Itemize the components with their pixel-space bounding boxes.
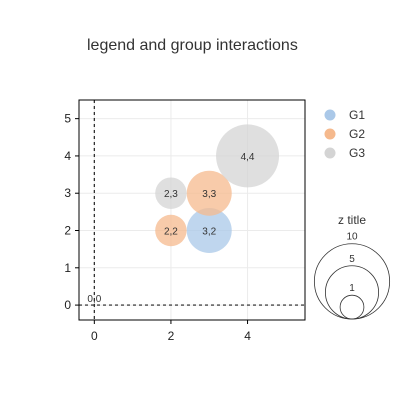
- legend-marker: [324, 109, 336, 121]
- y-tick-label: 4: [64, 149, 71, 163]
- bubble: [186, 170, 232, 216]
- legend-label: G1: [349, 108, 365, 122]
- size-legend-label: 5: [349, 254, 355, 265]
- legend-marker: [324, 147, 336, 159]
- axis-ticks: 0 2 4 0 1 2 3 4 5: [64, 112, 251, 343]
- legend-marker: [324, 128, 336, 140]
- x-tick-label: 4: [244, 329, 251, 343]
- legend-label: G2: [349, 127, 365, 141]
- y-tick-label: 2: [64, 224, 71, 238]
- chart-title: legend and group interactions: [87, 37, 298, 54]
- y-tick-label: 0: [64, 298, 71, 312]
- bubble: [216, 124, 280, 188]
- bubble: [186, 208, 232, 254]
- bubbles: 3,22,23,32,34,40,0: [87, 124, 280, 305]
- legend-label: G3: [349, 146, 365, 160]
- bubble-label: 3,3: [202, 189, 216, 200]
- legend: G1 G2 G3: [324, 108, 365, 160]
- grid: [79, 100, 305, 320]
- bubble: [155, 177, 187, 209]
- size-legend: z title 10 5 1: [313, 213, 391, 320]
- size-legend-label: 10: [346, 232, 358, 243]
- plot-frame: [78, 99, 306, 321]
- x-tick-label: 0: [91, 329, 98, 343]
- y-tick-label: 3: [64, 186, 71, 200]
- y-tick-label: 5: [64, 112, 71, 126]
- size-legend-title: z title: [338, 213, 366, 227]
- size-legend-circle: [339, 294, 365, 320]
- y-tick-label: 1: [64, 261, 71, 275]
- bubble-label: 2,2: [164, 227, 178, 238]
- bubble-label: 2,3: [164, 189, 178, 200]
- bubble-label: 4,4: [241, 152, 255, 163]
- bubble-label: 3,2: [202, 227, 216, 238]
- reference-lines: [79, 100, 305, 320]
- x-tick-label: 2: [168, 329, 175, 343]
- size-legend-label: 1: [349, 283, 355, 294]
- bubble: [155, 214, 187, 247]
